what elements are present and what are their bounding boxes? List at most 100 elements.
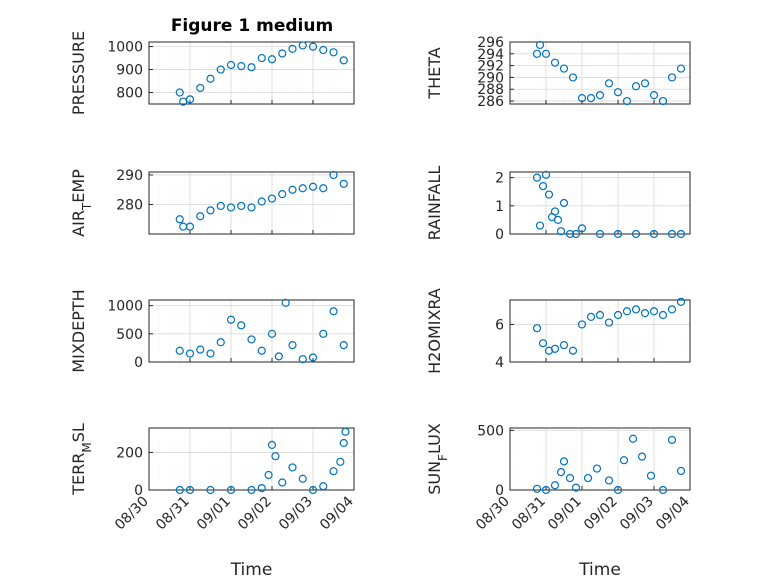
y-axis-label: H2OMIXRA [425,288,444,374]
data-point [667,73,677,82]
data-point [577,93,587,103]
data-point [556,227,566,236]
data-point [281,298,290,307]
data-point [541,49,551,58]
data-point [196,345,205,354]
data-point [613,310,623,320]
data-point [237,321,246,330]
axes-box [509,427,691,491]
y-tick-label: 0 [134,355,143,371]
y-tick-label: 900 [116,63,143,79]
data-point [339,438,348,448]
data-point [553,215,563,225]
data-point [329,48,338,57]
data-point [667,435,677,445]
data-point [550,481,560,490]
data-point [631,305,641,314]
data-point [613,229,623,239]
data-point [541,170,551,179]
x-tick-label: 09/04 [317,493,357,533]
data-point [206,485,215,495]
data-point [532,484,542,493]
data-point [288,340,297,350]
data-point [216,201,225,211]
data-point [308,182,318,191]
data-point [538,181,548,191]
y-tick-label: 290 [477,70,504,86]
data-point [185,222,195,231]
data-point [271,452,280,461]
y-tick-label: 200 [116,445,143,461]
data-point [535,40,545,50]
data-point [667,305,677,314]
data-point [288,44,297,53]
data-point [571,483,581,492]
y-tick-label: 6 [495,317,504,333]
data-point [532,173,542,182]
subplot-7: 0 200 TERRMSL 08/30 08/31 09/01 09/02 09/03 09/0… [69,423,357,580]
y-tick-label: 290 [116,168,143,184]
data-point [185,349,195,358]
axes-box [148,427,355,491]
data-point [329,170,338,180]
y-tick-label: 0 [495,227,504,243]
y-tick-label: 1 [495,199,504,215]
data-point [628,434,638,443]
data-point [274,352,283,361]
data-point [257,346,266,355]
y-tick-label: 4 [495,355,504,371]
data-point [175,485,184,495]
data-point [649,91,659,100]
y-axis-label: RAINFALL [425,166,444,241]
axes-box [148,41,355,105]
data-point [339,56,348,65]
x-tick-label: 09/01 [545,494,585,534]
data-point [658,310,668,320]
data-point [592,464,602,473]
y-tick-label: 800 [116,86,143,102]
data-point [341,427,350,436]
axes-box [148,171,355,235]
data-point [550,207,560,216]
data-point [622,307,632,316]
y-tick-label: 292 [477,59,504,75]
data-point [247,63,256,72]
y-tick-label: 294 [477,47,504,63]
data-point [237,201,246,211]
data-point [604,79,614,88]
data-point [308,42,318,51]
data-point [631,229,641,239]
data-point [185,485,195,495]
data-point [613,88,623,97]
data-point [667,229,677,239]
data-point [175,346,184,355]
data-point [216,338,225,347]
data-point [257,484,266,493]
data-point [622,96,632,106]
data-point [577,320,587,329]
data-point [329,467,338,476]
data-point [595,229,605,239]
data-point [637,452,647,461]
data-point [565,229,575,239]
axes-box [509,41,691,105]
data-point [237,62,246,71]
data-point [206,206,215,215]
subplot-3: 280 290 AIRTEMP [69,168,355,237]
data-point [179,222,188,231]
data-point [196,83,205,93]
data-point [185,95,195,104]
data-point [278,478,287,487]
data-point [532,324,542,333]
data-point [568,346,578,355]
data-point [257,53,266,63]
data-point [676,229,686,239]
y-tick-label: 500 [477,423,504,439]
data-point [586,312,596,322]
data-point [267,440,277,450]
x-tick-label: 09/01 [194,494,234,534]
data-point [247,485,256,495]
data-point [559,340,569,350]
data-point [535,221,545,230]
